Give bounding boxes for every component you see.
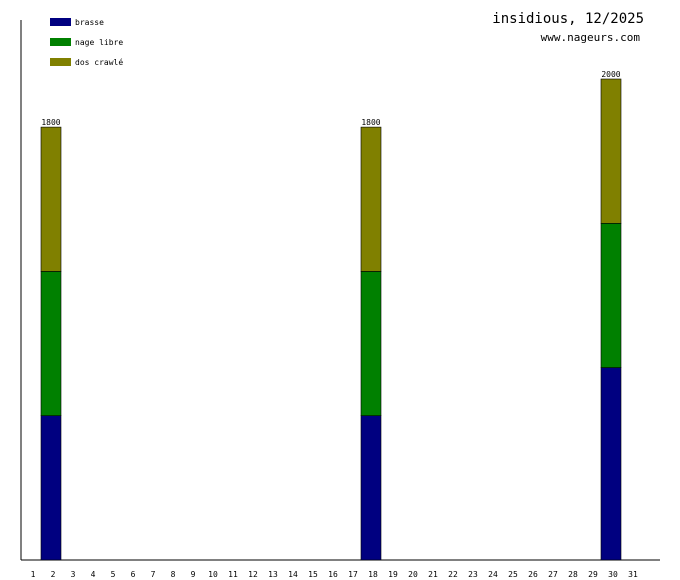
bar-total-label-2: 1800 — [41, 118, 60, 127]
bar-30-0 — [600, 367, 622, 561]
legend-label-0: brasse — [75, 18, 104, 27]
x-tick-label-20: 20 — [408, 570, 418, 579]
legend-label-1: nage libre — [75, 38, 123, 47]
x-tick-label-13: 13 — [268, 570, 278, 579]
x-tick-label-23: 23 — [468, 570, 478, 579]
x-tick-label-30: 30 — [608, 570, 618, 579]
x-tick-label-21: 21 — [428, 570, 438, 579]
bar-30-1 — [600, 223, 622, 368]
x-tick-label-27: 27 — [548, 570, 558, 579]
bar-2-0 — [40, 415, 62, 561]
bar-30-2 — [600, 78, 622, 224]
legend-swatch-1 — [50, 38, 71, 46]
bar-18-0 — [360, 415, 382, 561]
x-tick-label-29: 29 — [588, 570, 598, 579]
x-tick-label-15: 15 — [308, 570, 318, 579]
bar-18-1 — [360, 271, 382, 416]
bar-2-1 — [40, 271, 62, 416]
bar-18-2 — [360, 126, 382, 272]
x-tick-label-6: 6 — [131, 570, 136, 579]
x-tick-label-18: 18 — [368, 570, 378, 579]
legend-swatch-2 — [50, 58, 71, 66]
x-tick-label-2: 2 — [51, 570, 56, 579]
site-label: www.nageurs.com — [541, 31, 641, 44]
legend-swatch-0 — [50, 18, 71, 26]
x-tick-label-1: 1 — [31, 570, 36, 579]
x-tick-label-28: 28 — [568, 570, 578, 579]
x-tick-label-5: 5 — [111, 570, 116, 579]
legend-label-2: dos crawlé — [75, 57, 123, 67]
x-tick-label-7: 7 — [151, 570, 156, 579]
x-tick-label-17: 17 — [348, 570, 358, 579]
x-tick-label-22: 22 — [448, 570, 458, 579]
x-tick-label-10: 10 — [208, 570, 218, 579]
bar-total-label-18: 1800 — [361, 118, 380, 127]
x-tick-label-19: 19 — [388, 570, 398, 579]
x-tick-label-12: 12 — [248, 570, 258, 579]
x-tick-label-4: 4 — [91, 570, 96, 579]
bar-2-2 — [40, 126, 62, 272]
x-tick-label-8: 8 — [171, 570, 176, 579]
x-tick-label-3: 3 — [71, 570, 76, 579]
x-tick-label-16: 16 — [328, 570, 338, 579]
x-tick-label-31: 31 — [628, 570, 638, 579]
x-tick-label-24: 24 — [488, 570, 498, 579]
x-tick-label-14: 14 — [288, 570, 298, 579]
x-tick-label-11: 11 — [228, 570, 238, 579]
x-tick-label-9: 9 — [191, 570, 196, 579]
x-tick-label-25: 25 — [508, 570, 518, 579]
x-tick-label-26: 26 — [528, 570, 538, 579]
chart-title: insidious, 12/2025 — [492, 11, 644, 27]
bar-total-label-30: 2000 — [601, 70, 620, 79]
